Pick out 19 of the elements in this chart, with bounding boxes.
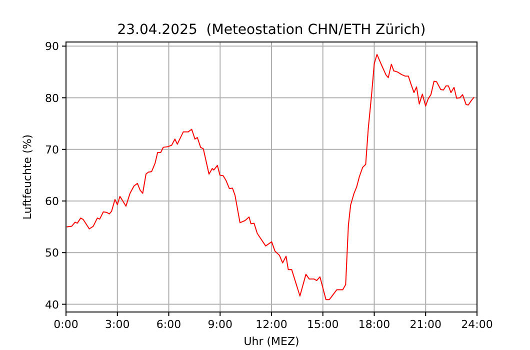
y-tick-label: 60 — [45, 195, 59, 208]
x-tick-label: 15:00 — [307, 318, 339, 331]
x-tick-label: 12:00 — [256, 318, 288, 331]
y-tick-label: 70 — [45, 143, 59, 156]
x-tick-label: 21:00 — [410, 318, 442, 331]
x-tick-label: 0:00 — [54, 318, 78, 331]
x-tick-label: 18:00 — [358, 318, 390, 331]
x-tick-label: 9:00 — [208, 318, 232, 331]
y-tick-label: 40 — [45, 298, 59, 312]
chart-title: 23.04.2025 (Meteostation CHN/ETH Zürich) — [117, 22, 426, 38]
y-axis-title: Luftfeuchte (%) — [21, 134, 34, 220]
y-tick-label: 80 — [45, 92, 59, 105]
line-series — [66, 54, 475, 300]
x-tick-label: 3:00 — [105, 318, 130, 331]
y-tick-label: 50 — [45, 246, 59, 260]
x-tick-label: 24:00 — [461, 318, 493, 331]
x-axis-title: Uhr (MEZ) — [244, 335, 300, 348]
x-tick-label: 6:00 — [156, 318, 182, 331]
y-tick-label: 90 — [45, 40, 59, 54]
